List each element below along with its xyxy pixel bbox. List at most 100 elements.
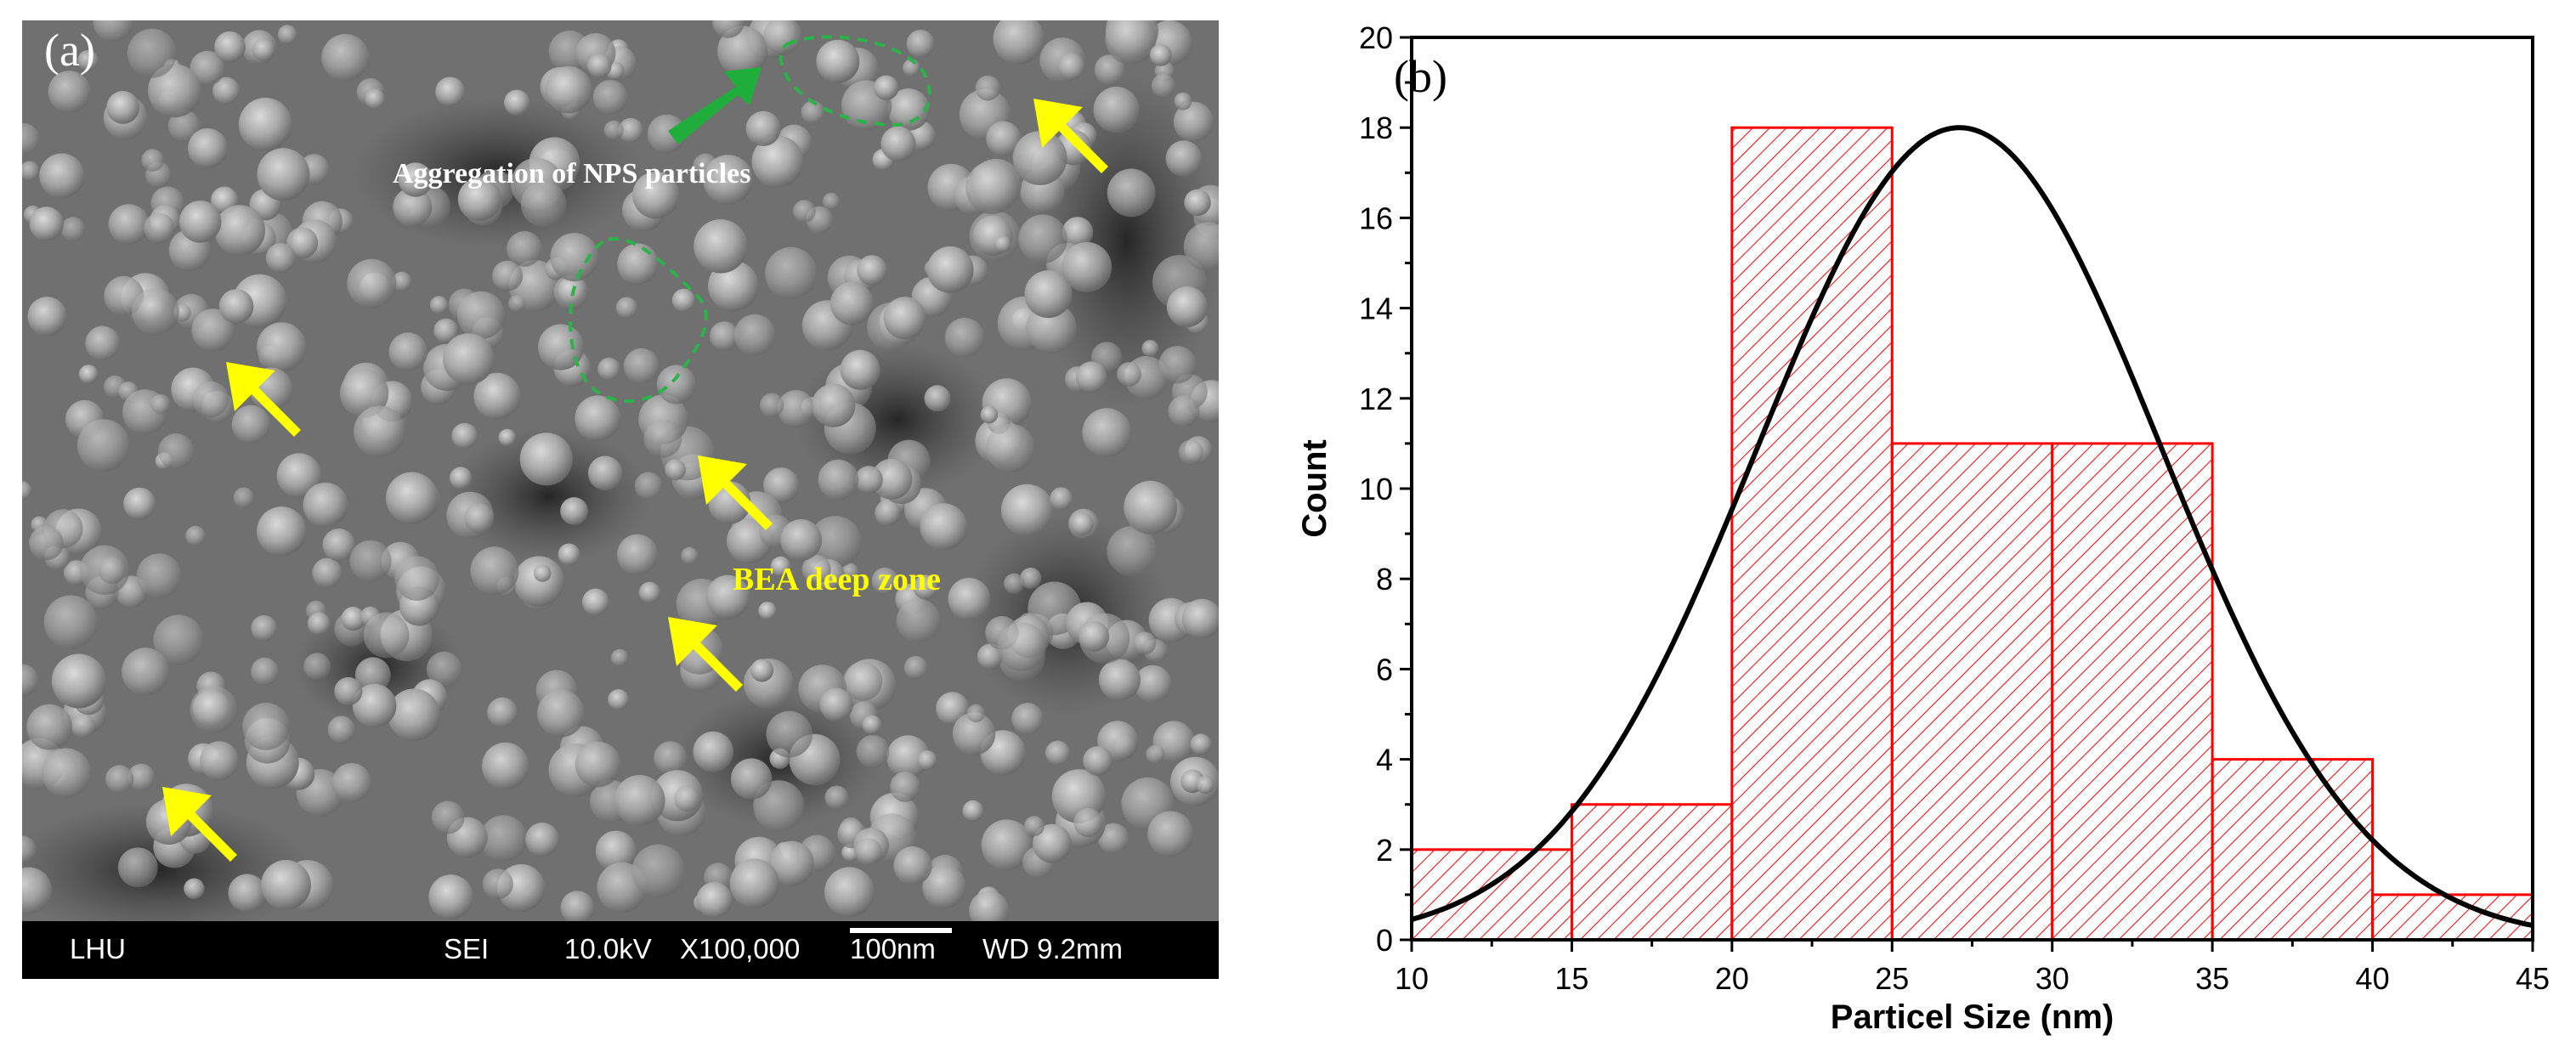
sem-particle: [392, 271, 412, 291]
x-tick-label: 15: [1554, 961, 1588, 996]
sem-particle: [504, 89, 530, 116]
sem-particle: [969, 891, 1010, 921]
sem-particle: [981, 819, 1033, 871]
sem-particle: [513, 556, 564, 608]
sem-particle: [231, 404, 271, 444]
sem-particle: [656, 365, 696, 404]
sem-info-bar: LHU SEI 10.0kV X100,000 100nm WD 9.2mm: [22, 921, 1219, 979]
sem-particle: [127, 763, 156, 791]
panel-a-label: (a): [44, 25, 95, 76]
sem-particle: [801, 100, 825, 124]
sem-particle: [426, 651, 462, 687]
histogram-bar-2: [1570, 803, 1734, 942]
sem-particle: [582, 588, 609, 616]
sem-particle: [525, 823, 560, 857]
sem-particle: [29, 206, 64, 241]
x-tick-label: 35: [2195, 961, 2229, 996]
sem-particle: [76, 419, 130, 472]
sem-particle: [550, 233, 599, 282]
sem-particle: [887, 88, 930, 131]
sem-particle: [1158, 346, 1197, 384]
sem-particle: [994, 235, 1011, 253]
sem-particle: [694, 219, 748, 274]
sem-particle: [634, 472, 663, 501]
sem-particle: [840, 349, 880, 390]
sem-particle: [647, 114, 687, 154]
sem-particle: [705, 574, 750, 619]
sem-particle: [703, 155, 754, 206]
sem-particle: [141, 149, 164, 172]
sem-particle: [610, 648, 629, 667]
sem-particle: [508, 295, 526, 313]
y-tick-label: 2: [1376, 833, 1393, 868]
sem-particle: [153, 614, 204, 665]
sem-lab-label: LHU: [70, 933, 127, 964]
sem-particle: [1124, 480, 1178, 534]
sem-particle: [1097, 823, 1129, 854]
sem-particle: [1105, 20, 1157, 65]
sem-particle: [763, 20, 802, 54]
sem-particle: [614, 775, 665, 826]
sem-particle: [538, 324, 584, 370]
sem-particle: [903, 655, 928, 680]
sem-particle: [1093, 87, 1140, 133]
sem-particle: [765, 246, 818, 300]
sem-particle: [780, 519, 822, 561]
sem-particle: [985, 423, 1035, 473]
sem-particle: [926, 246, 974, 293]
sem-particle: [398, 162, 433, 197]
x-tick-label: 10: [1395, 961, 1429, 996]
sem-particle: [1117, 362, 1141, 387]
sem-particle: [185, 525, 206, 546]
sem-particle: [214, 205, 266, 257]
sem-particle: [303, 482, 348, 528]
histogram-bar-5: [2051, 442, 2214, 942]
sem-particle: [257, 148, 310, 201]
x-tick-label: 25: [1875, 961, 1909, 996]
green-arrow-icon: [668, 67, 761, 144]
sem-particle: [903, 59, 920, 77]
sem-particle: [758, 602, 777, 620]
sem-particle: [763, 467, 800, 504]
sem-particle: [952, 712, 996, 755]
sem-particle: [1020, 567, 1042, 589]
sem-particle: [22, 161, 40, 181]
sem-particle: [1073, 808, 1103, 838]
sem-particle: [303, 653, 331, 681]
sem-particle: [871, 567, 899, 595]
sem-particle: [545, 66, 592, 114]
sem-particle: [43, 595, 98, 649]
sem-particle: [730, 758, 773, 800]
sem-particle: [352, 683, 397, 728]
x-tick-label: 40: [2356, 961, 2390, 996]
sem-particle: [261, 860, 311, 910]
sem-particle: [587, 455, 623, 491]
sem-particle: [997, 622, 1047, 671]
sem-particle: [615, 297, 638, 319]
sem-particle: [674, 785, 700, 812]
y-axis-ticks: 0 2 4 6 8 10 12 14 16 18 20: [1359, 20, 1412, 958]
sem-particle: [841, 563, 859, 580]
sem-particle: [1107, 168, 1156, 218]
sem-particle: [428, 874, 473, 919]
sem-particle: [816, 39, 860, 83]
sem-particle: [1147, 811, 1194, 857]
sem-particle: [214, 31, 246, 63]
sem-particle: [93, 20, 133, 42]
sem-particle: [41, 748, 92, 798]
sem-particle: [29, 525, 64, 561]
sem-particle: [1098, 659, 1141, 701]
sem-particle: [394, 556, 439, 601]
sem-scale-label: 100nm: [850, 933, 936, 964]
sem-particle: [498, 428, 516, 447]
histogram-bar-1: [1410, 848, 1573, 942]
sem-particle: [22, 835, 37, 864]
sem-particle: [883, 297, 926, 340]
sem-particle: [1004, 573, 1025, 594]
sem-particle: [1151, 74, 1175, 98]
sem-particle: [307, 612, 331, 636]
sem-particle: [1183, 222, 1219, 272]
sem-particle: [962, 800, 984, 822]
sem-particle: [233, 487, 255, 508]
sem-particle: [191, 308, 235, 352]
